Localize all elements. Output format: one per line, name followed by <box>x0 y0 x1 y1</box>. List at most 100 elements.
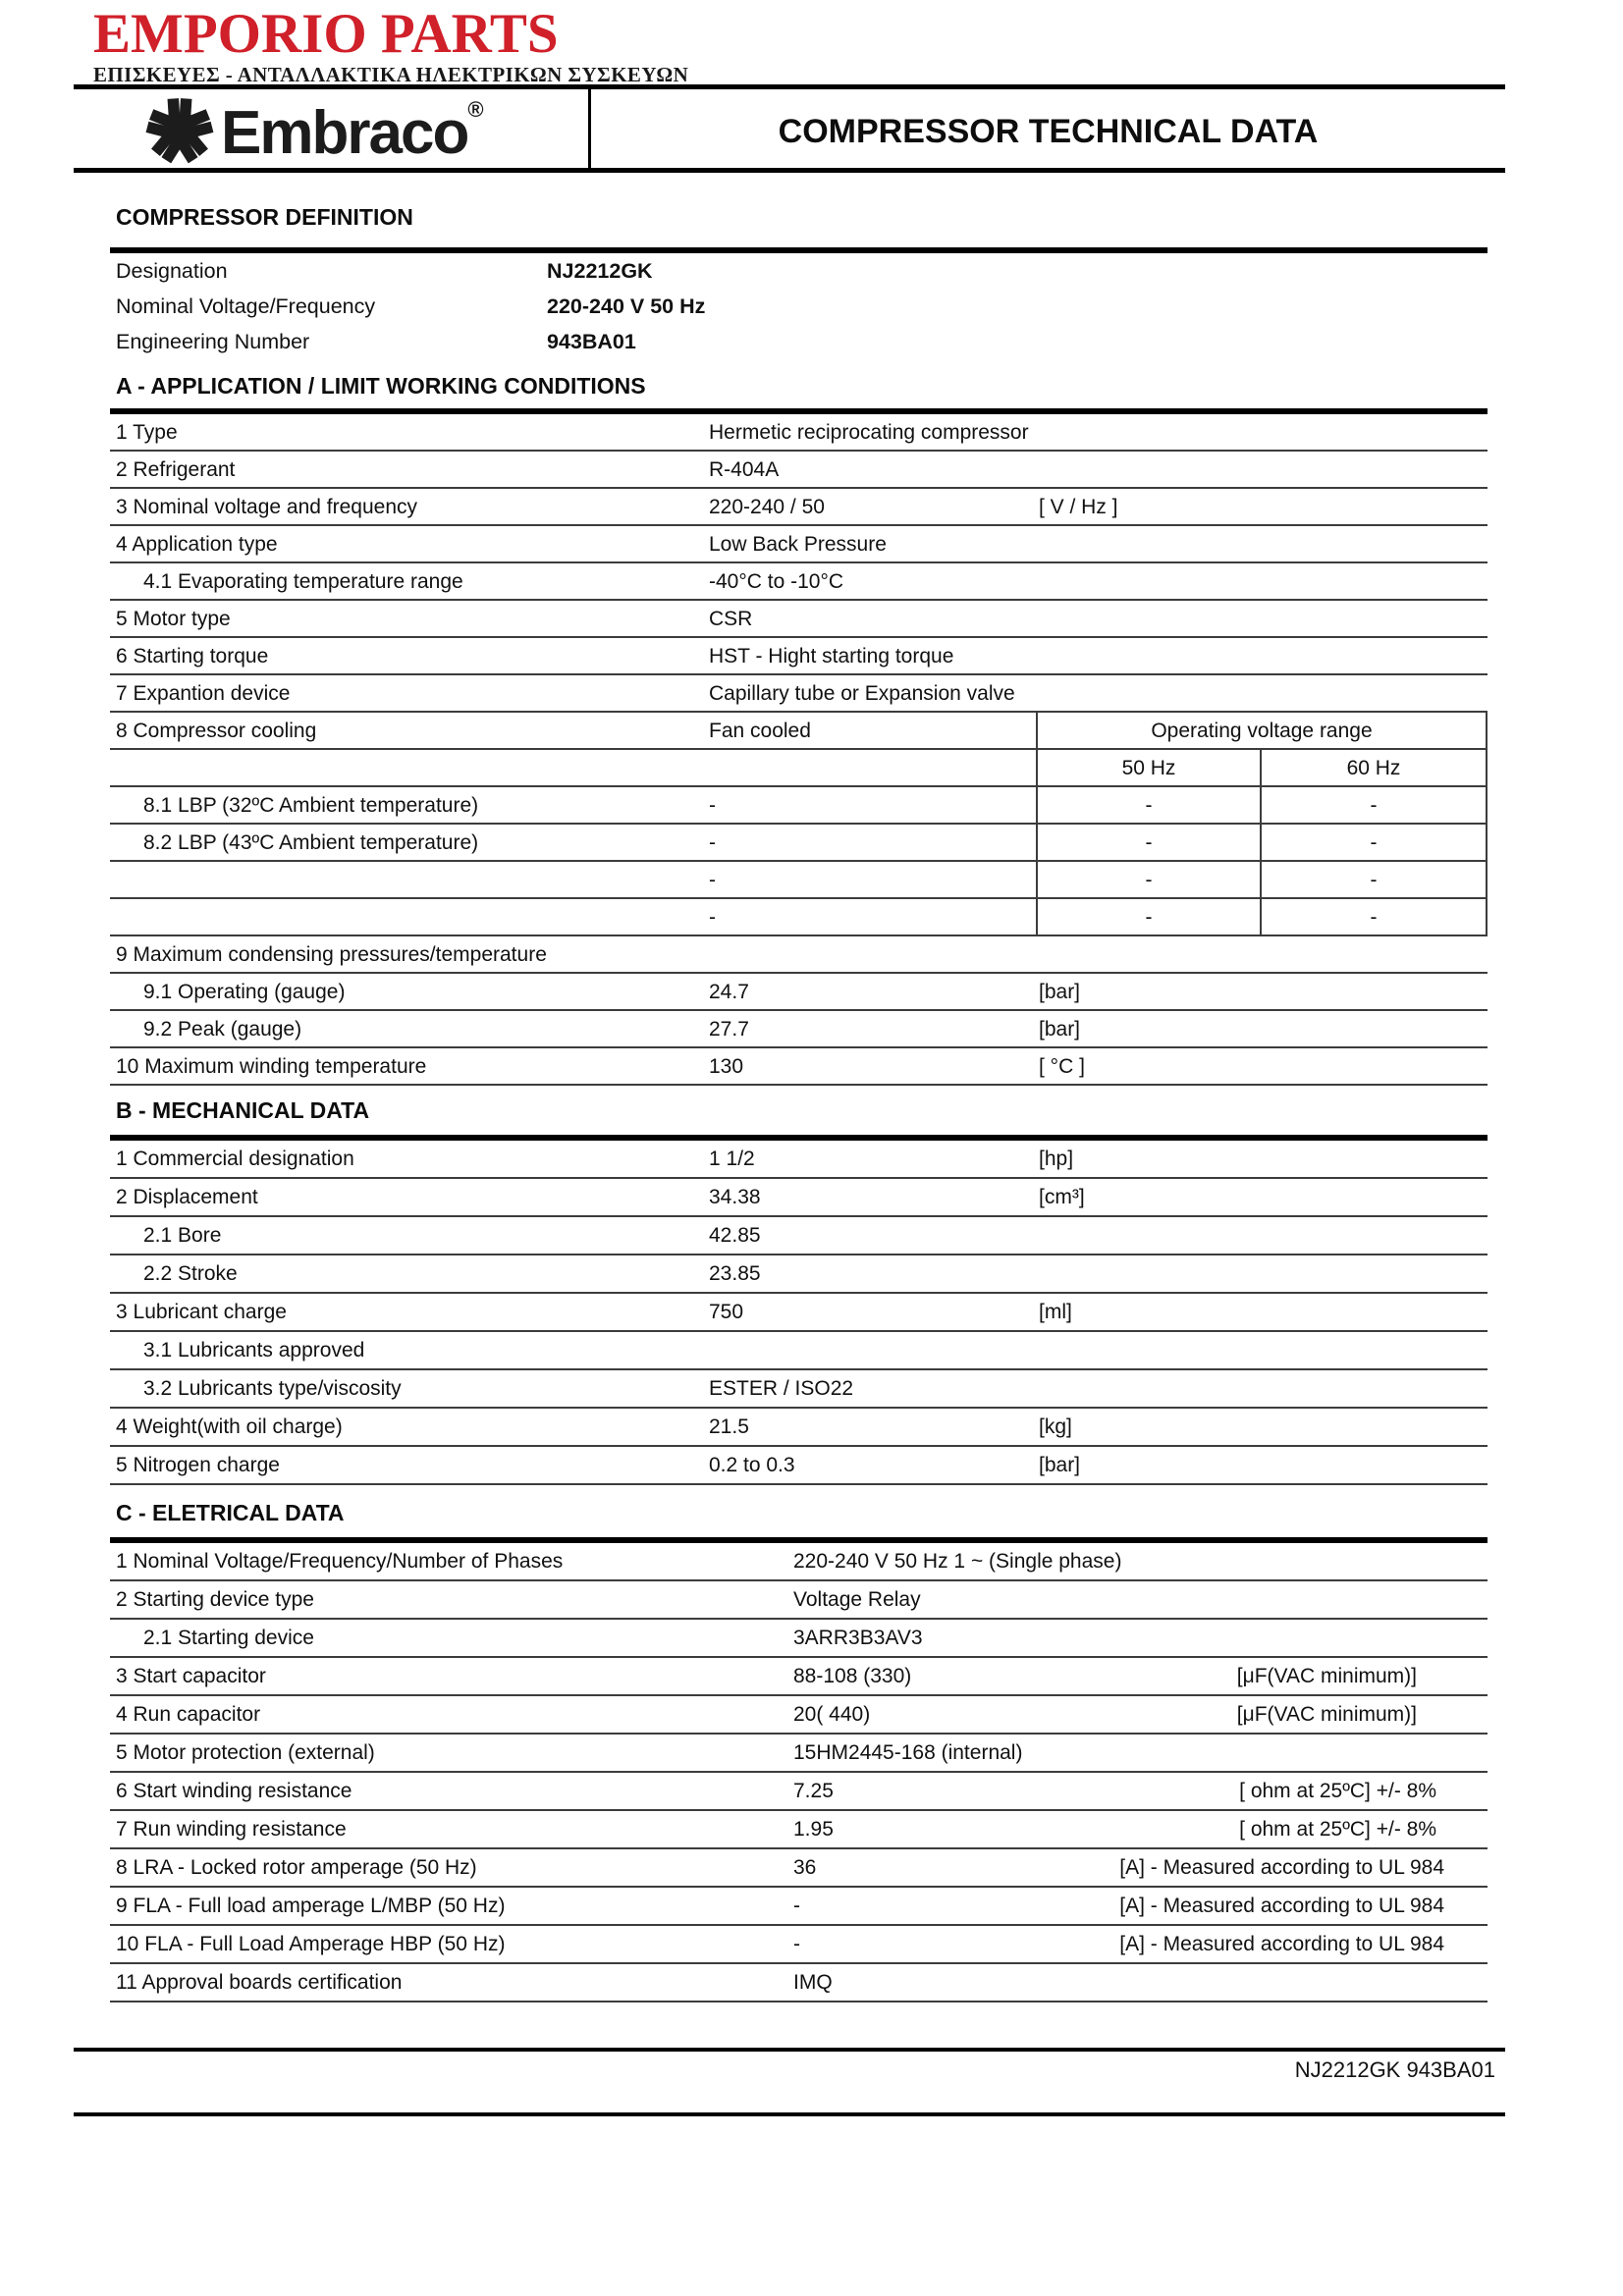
brand-title: EMPORIO PARTS <box>93 3 559 65</box>
definition-row: Engineering Number 943BA01 <box>110 324 1488 359</box>
row-value: 15HM2445-168 (internal) <box>793 1741 1023 1764</box>
table-row: 3 Lubricant charge 750 [ml] <box>110 1294 1488 1332</box>
row-value: - <box>793 1933 800 1955</box>
voltage-range-box: - - <box>1036 825 1488 860</box>
row-value: 750 <box>709 1301 744 1323</box>
table-row: 9.1 Operating (gauge) 24.7 [bar] <box>110 974 1488 1011</box>
value-60hz: - <box>1370 794 1378 817</box>
row-value: 3ARR3B3AV3 <box>793 1627 923 1649</box>
row-value: 220-240 V 50 Hz <box>547 294 706 318</box>
table-row: 8.1 LBP (32ºC Ambient temperature) - - - <box>110 787 1488 825</box>
column-divider <box>1260 862 1262 897</box>
divider-line <box>110 408 1488 414</box>
row-unit: [ml] <box>1039 1301 1072 1323</box>
header-box: Embraco® COMPRESSOR TECHNICAL DATA <box>74 84 1505 173</box>
row-value: 21.5 <box>709 1415 749 1438</box>
table-row: 10 FLA - Full Load Amperage HBP (50 Hz) … <box>110 1926 1488 1964</box>
row-value: 88-108 (330) <box>793 1665 912 1687</box>
row-value: 20( 440) <box>793 1703 871 1726</box>
section-heading-definition: COMPRESSOR DEFINITION <box>116 204 413 230</box>
row-value: HST - Hight starting torque <box>709 645 954 667</box>
row-label: Engineering Number <box>116 330 310 353</box>
embraco-wordmark: Embraco <box>221 99 469 167</box>
row-label: 8.1 LBP (32ºC Ambient temperature) <box>143 794 479 817</box>
row-value: Hermetic reciprocating compressor <box>709 421 1029 444</box>
row-value: 943BA01 <box>547 330 636 353</box>
section-heading-a: A - APPLICATION / LIMIT WORKING CONDITIO… <box>116 373 646 399</box>
row-label: 11 Approval boards certification <box>116 1971 403 1994</box>
table-row: 7 Expantion device Capillary tube or Exp… <box>110 675 1488 713</box>
row-value: 7.25 <box>793 1780 834 1802</box>
table-row: 11 Approval boards certification IMQ <box>110 1964 1488 2002</box>
row-unit: [A] - Measured according to UL 984 <box>1119 1933 1444 1955</box>
row-label: 8 LRA - Locked rotor amperage (50 Hz) <box>116 1856 477 1879</box>
row-label: 5 Motor type <box>116 608 231 630</box>
row-label: 8.2 LBP (43ºC Ambient temperature) <box>143 831 479 854</box>
row-unit: [A] - Measured according to UL 984 <box>1119 1856 1444 1879</box>
section-heading-c: C - ELETRICAL DATA <box>116 1500 345 1525</box>
row-value: 24.7 <box>709 981 749 1003</box>
row-value: Voltage Relay <box>793 1588 921 1611</box>
row-value: - <box>709 831 716 854</box>
row-value: 23.85 <box>709 1262 761 1285</box>
row-label: 3.1 Lubricants approved <box>143 1339 365 1362</box>
row-label: 4 Run capacitor <box>116 1703 261 1726</box>
row-value: Capillary tube or Expansion valve <box>709 682 1015 705</box>
value-60hz: - <box>1370 869 1378 891</box>
divider-line <box>110 1135 1488 1141</box>
definition-row: Nominal Voltage/Frequency 220-240 V 50 H… <box>110 289 1488 324</box>
row-label: 10 Maximum winding temperature <box>116 1055 427 1078</box>
voltage-range-box: - - <box>1036 899 1488 934</box>
divider-line <box>110 1537 1488 1543</box>
table-row: 3.1 Lubricants approved <box>110 1332 1488 1370</box>
row-label: 10 FLA - Full Load Amperage HBP (50 Hz) <box>116 1933 506 1955</box>
section-c-table: 1 Nominal Voltage/Frequency/Number of Ph… <box>110 1543 1488 2002</box>
row-label: Designation <box>116 259 228 283</box>
freq-col-60hz: 60 Hz <box>1346 757 1401 779</box>
row-unit: [ ohm at 25ºC] +/- 8% <box>1239 1818 1436 1841</box>
table-row: 7 Run winding resistance 1.95 [ ohm at 2… <box>110 1811 1488 1849</box>
table-row: 6 Starting torque HST - Hight starting t… <box>110 638 1488 675</box>
row-value: - <box>709 869 716 891</box>
voltage-range-box: - - <box>1036 787 1488 823</box>
table-row: 10 Maximum winding temperature 130 [ °C … <box>110 1048 1488 1086</box>
title-cell: COMPRESSOR TECHNICAL DATA <box>591 89 1505 168</box>
column-divider <box>1260 787 1262 823</box>
row-value: 1 1/2 <box>709 1148 755 1170</box>
row-label: 2 Starting device type <box>116 1588 314 1611</box>
brand-logo: EMPORIO PARTS ΕΠΙΣΚΕΥΕΣ - ΑΝΤΑΛΛΑΚΤΙΚΑ Η… <box>93 3 688 87</box>
row-label: 2.2 Stroke <box>143 1262 238 1285</box>
footer-divider-top <box>74 2048 1505 2052</box>
row-unit: [cm³] <box>1039 1186 1085 1208</box>
table-row: 5 Nitrogen charge 0.2 to 0.3 [bar] <box>110 1447 1488 1485</box>
row-label: 3.2 Lubricants type/viscosity <box>143 1377 402 1400</box>
row-value: 27.7 <box>709 1018 749 1041</box>
table-row: 2 Refrigerant R-404A <box>110 452 1488 489</box>
row-value: Fan cooled <box>709 720 811 742</box>
table-row: 5 Motor type CSR <box>110 601 1488 638</box>
row-unit: [A] - Measured according to UL 984 <box>1119 1895 1444 1917</box>
table-row: 9.2 Peak (gauge) 27.7 [bar] <box>110 1011 1488 1048</box>
row-unit: [μF(VAC minimum)] <box>1236 1703 1417 1726</box>
row-label: 5 Nitrogen charge <box>116 1454 280 1476</box>
row-label: 1 Nominal Voltage/Frequency/Number of Ph… <box>116 1550 564 1573</box>
row-value: IMQ <box>793 1971 833 1994</box>
row-label: 5 Motor protection (external) <box>116 1741 375 1764</box>
row-label: 8 Compressor cooling <box>116 720 317 742</box>
row-label: 3 Nominal voltage and frequency <box>116 496 418 518</box>
row-label: 9.1 Operating (gauge) <box>143 981 346 1003</box>
row-value: 220-240 / 50 <box>709 496 825 518</box>
row-value: Low Back Pressure <box>709 533 887 556</box>
row-label: 3 Lubricant charge <box>116 1301 287 1323</box>
embraco-logo-cell: Embraco® <box>74 89 591 168</box>
table-row: - - - <box>110 862 1488 899</box>
table-row: 5 Motor protection (external) 15HM2445-1… <box>110 1735 1488 1773</box>
column-divider <box>1260 750 1262 785</box>
table-row: 4 Run capacitor 20( 440) [μF(VAC minimum… <box>110 1696 1488 1735</box>
value-60hz: - <box>1370 831 1378 854</box>
row-value: 0.2 to 0.3 <box>709 1454 795 1476</box>
page-title: COMPRESSOR TECHNICAL DATA <box>778 113 1319 150</box>
row-value: 220-240 V 50 Hz 1 ~ (Single phase) <box>793 1550 1122 1573</box>
value-50hz: - <box>1145 906 1153 929</box>
embraco-logo: Embraco® <box>144 95 484 171</box>
